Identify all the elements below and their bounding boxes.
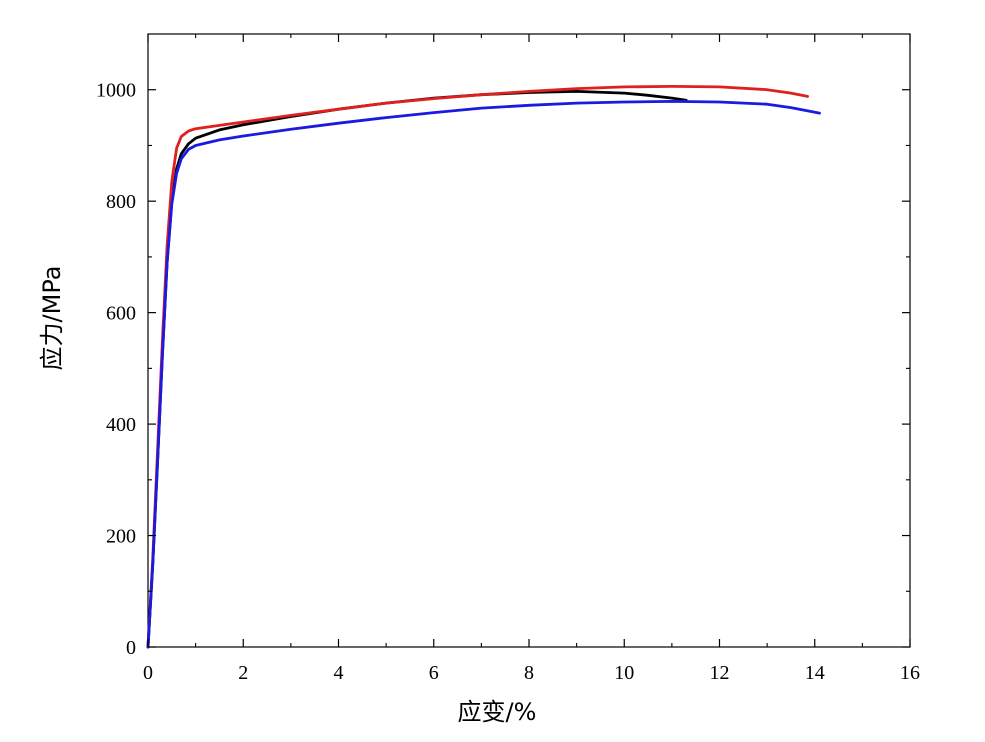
y-axis: 0 200 400 600 800 1000 bbox=[96, 80, 910, 659]
x-axis-title: 应变/% bbox=[458, 698, 537, 726]
x-tick-label: 16 bbox=[900, 662, 920, 684]
x-tick-label: 8 bbox=[524, 662, 534, 684]
y-tick-label: 600 bbox=[106, 303, 136, 325]
x-tick-label: 2 bbox=[238, 662, 248, 684]
series-line-1 bbox=[146, 90, 688, 649]
x-tick-label: 6 bbox=[429, 662, 439, 684]
plot-frame bbox=[147, 33, 911, 648]
y-tick-label: 400 bbox=[106, 414, 136, 436]
y-axis-title: 应力/MPa bbox=[38, 266, 66, 371]
series-layer bbox=[146, 85, 821, 649]
x-tick-label: 4 bbox=[334, 662, 344, 684]
series-line-2 bbox=[146, 85, 809, 649]
y-tick-label: 200 bbox=[106, 526, 136, 548]
x-tick-label: 12 bbox=[710, 662, 730, 684]
y-tick-label: 0 bbox=[126, 637, 136, 659]
x-axis: 0 2 4 6 8 10 12 14 16 bbox=[143, 34, 920, 684]
y-tick-label: 1000 bbox=[96, 80, 136, 102]
x-tick-label: 10 bbox=[614, 662, 634, 684]
y-tick-label: 800 bbox=[106, 191, 136, 213]
series-line-3 bbox=[146, 100, 821, 649]
x-tick-label: 0 bbox=[143, 662, 153, 684]
x-tick-label: 14 bbox=[805, 662, 825, 684]
